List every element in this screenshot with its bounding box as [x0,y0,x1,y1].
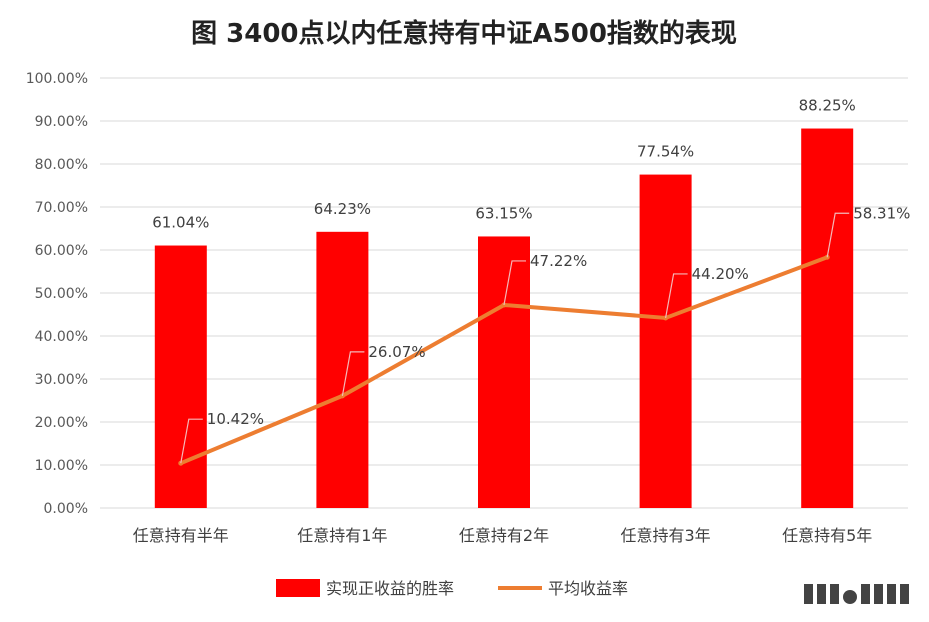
legend-swatch-bars [276,579,320,597]
y-tick-label: 30.00% [35,372,88,388]
y-tick-label: 0.00% [44,501,88,517]
y-tick-label: 50.00% [35,286,88,302]
leader-line [665,273,688,319]
legend-label-bars: 实现正收益的胜率 [326,579,454,598]
y-axis-ticks: 0.00% 10.00% 20.00% 30.00% 40.00% 50.00% 60.00… [26,71,88,517]
y-tick-label: 10.00% [35,458,88,474]
y-tick-label: 40.00% [35,329,88,345]
bar [639,174,692,508]
bar [801,128,854,508]
bar-value-label: 77.54% [637,143,694,161]
watermark-logo [804,584,909,604]
bar [316,231,369,508]
y-tick-label: 80.00% [35,157,88,173]
bar [154,245,207,508]
leader-line [826,212,850,258]
data-labels: 61.04% 64.23% 63.15% 77.54% 88.25% 10.42% 26.0… [152,97,910,464]
line-value-label: 26.07% [368,343,425,361]
bar-value-label: 63.15% [475,204,532,222]
legend: 实现正收益的胜率 平均收益率 [276,579,628,598]
x-tick-label: 任意持有3年 [621,526,711,545]
line-value-label: 47.22% [530,252,587,270]
y-tick-label: 60.00% [35,243,88,259]
line-value-label: 58.31% [853,204,910,222]
leader-line [503,260,526,306]
line-value-label: 10.42% [207,410,264,428]
leader-line [180,418,203,464]
chart-title: 图 3400点以内任意持有中证A500指数的表现 [191,18,737,49]
leader-line [341,351,365,397]
x-tick-label: 任意持有5年 [782,526,872,545]
legend-label-line: 平均收益率 [548,579,628,598]
y-tick-label: 100.00% [26,71,88,87]
line-value-label: 44.20% [692,265,749,283]
y-tick-label: 20.00% [35,415,88,431]
x-tick-label: 任意持有半年 [133,526,229,545]
bar-value-label: 61.04% [152,214,209,232]
y-tick-label: 90.00% [35,114,88,130]
bar-value-label: 88.25% [799,97,856,115]
x-axis-ticks: 任意持有半年 任意持有1年 任意持有2年 任意持有3年 任意持有5年 [133,526,873,545]
bar-series [154,128,854,508]
x-tick-label: 任意持有2年 [459,526,549,545]
bar-value-label: 64.23% [314,200,371,218]
y-tick-label: 70.00% [35,200,88,216]
bar [478,236,530,508]
x-tick-label: 任意持有1年 [297,526,387,545]
